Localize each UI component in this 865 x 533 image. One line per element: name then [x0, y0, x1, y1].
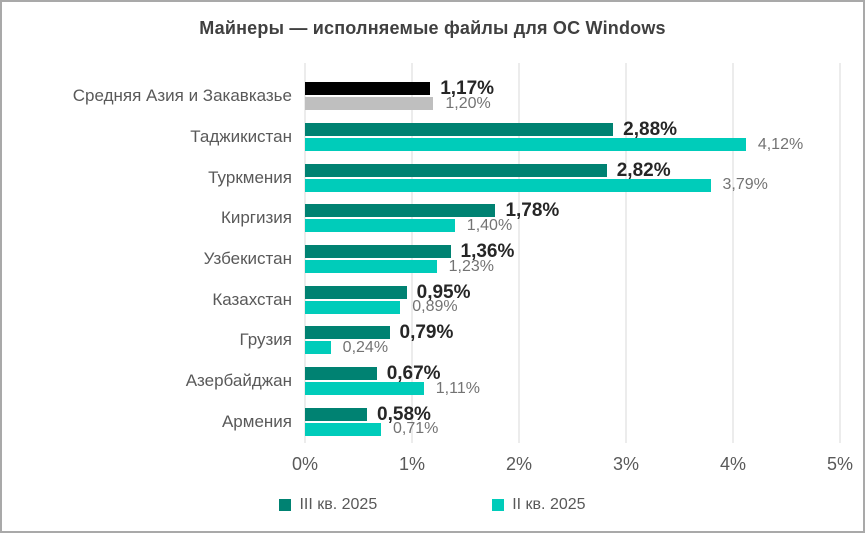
bar [305, 326, 390, 340]
value-label: 1,17% [440, 78, 495, 100]
bar [305, 97, 434, 111]
value-label: 0,95% [416, 281, 471, 303]
bar [305, 123, 614, 136]
bar-group: 2,82% 3,79% [305, 157, 840, 198]
value-label: 2,82% [616, 159, 671, 181]
bar [305, 204, 496, 218]
category-label: Азербайджан [185, 371, 292, 391]
bar [305, 407, 368, 421]
bar [305, 178, 711, 192]
bar [305, 300, 401, 314]
plot-area: 1,17% 1,20% 2,88% 4,12% 2,82% 3,79% 1,78% 1,40%… [305, 76, 840, 442]
bar-line: 1,36% [305, 241, 840, 263]
bar-line: 4,12% [305, 135, 840, 153]
bar-line: 3,79% [305, 176, 840, 194]
value-label: 4,12% [757, 135, 804, 153]
bar-line: 2,82% [305, 159, 840, 181]
bar [305, 367, 377, 381]
category-label: Армения [221, 411, 292, 431]
bar-group: 0,58% 0,71% [305, 401, 840, 442]
value-label: 0,79% [399, 322, 454, 344]
bar [305, 219, 455, 233]
legend-label: II кв. 2025 [512, 496, 586, 513]
value-label: 0,67% [386, 363, 441, 385]
value-label: 1,23% [448, 257, 494, 275]
bar-line: 0,95% [305, 281, 840, 303]
legend-swatch-icon [492, 499, 505, 511]
bar-line: 1,17% [305, 78, 840, 100]
bar-line: 0,89% [305, 298, 840, 316]
value-axis: 0% 1% 2% 3% 4% 5% [292, 454, 853, 478]
value-label: 0,24% [342, 338, 389, 356]
legend: III кв. 2025 II кв. 2025 [2, 496, 863, 514]
gridline [625, 63, 627, 443]
gridline [732, 63, 734, 443]
bar-group: 2,88% 4,12% [305, 117, 840, 158]
bar-group: 0,95% 0,89% [305, 279, 840, 320]
x-tick-label: 5% [826, 454, 854, 474]
bar [305, 422, 381, 436]
x-tick-label: 2% [505, 454, 533, 474]
bar-line: 1,20% [305, 94, 840, 112]
legend-item: III кв. 2025 [279, 496, 377, 514]
bar-group: 1,17% 1,20% [305, 76, 840, 117]
value-label: 1,36% [460, 241, 515, 263]
bar-line: 0,67% [305, 363, 840, 385]
legend-label: III кв. 2025 [299, 496, 378, 513]
value-label: 2,88% [623, 119, 678, 140]
bar-group: 1,78% 1,40% [305, 198, 840, 239]
category-label: Грузия [239, 330, 292, 350]
bar [305, 245, 451, 259]
bar [305, 382, 424, 396]
bar-group: 1,36% 1,23% [305, 239, 840, 280]
bar-line: 1,78% [305, 200, 840, 222]
x-tick-label: 0% [291, 454, 319, 474]
bar [305, 138, 746, 151]
bar [305, 163, 607, 177]
bar-line: 1,23% [305, 257, 840, 275]
value-label: 1,11% [435, 379, 480, 397]
category-label: Казахстан [212, 289, 292, 309]
value-label: 1,78% [505, 200, 560, 222]
legend-item: II кв. 2025 [492, 496, 586, 514]
bar-line: 1,40% [305, 216, 840, 234]
bar-line: 1,11% [305, 379, 840, 397]
value-label: 0,71% [392, 420, 439, 438]
chart-title: Майнеры — исполняемые файлы для ОС Windo… [199, 18, 666, 38]
bar [305, 260, 437, 274]
bar [305, 341, 331, 355]
bar [305, 285, 407, 299]
value-label: 3,79% [722, 176, 768, 194]
category-axis: Средняя Азия и Закавказье Таджикистан Турк… [2, 76, 292, 442]
bar-line: 0,71% [305, 420, 840, 438]
gridline [839, 63, 841, 443]
x-tick-label: 3% [612, 454, 640, 474]
bar-line: 0,58% [305, 403, 840, 425]
value-label: 0,58% [377, 403, 431, 425]
category-label: Таджикистан [190, 127, 292, 146]
value-label: 1,20% [445, 94, 491, 112]
bar-line: 2,88% [305, 119, 840, 140]
category-label: Средняя Азия и Закавказье [72, 86, 292, 106]
category-label: Туркмения [208, 167, 292, 187]
bar-group: 0,67% 1,11% [305, 361, 840, 402]
bar-line: 0,79% [305, 322, 840, 344]
x-tick-label: 4% [719, 454, 747, 474]
bar [305, 82, 431, 96]
value-label: 1,40% [466, 216, 513, 234]
bar-line: 0,24% [305, 338, 840, 356]
legend-swatch-icon [279, 499, 292, 511]
bar-group: 0,79% 0,24% [305, 320, 840, 361]
gridline [518, 63, 520, 443]
value-label: 0,89% [412, 298, 458, 316]
category-label: Киргизия [220, 208, 292, 228]
category-label: Узбекистан [203, 249, 292, 269]
x-tick-label: 1% [398, 454, 426, 474]
